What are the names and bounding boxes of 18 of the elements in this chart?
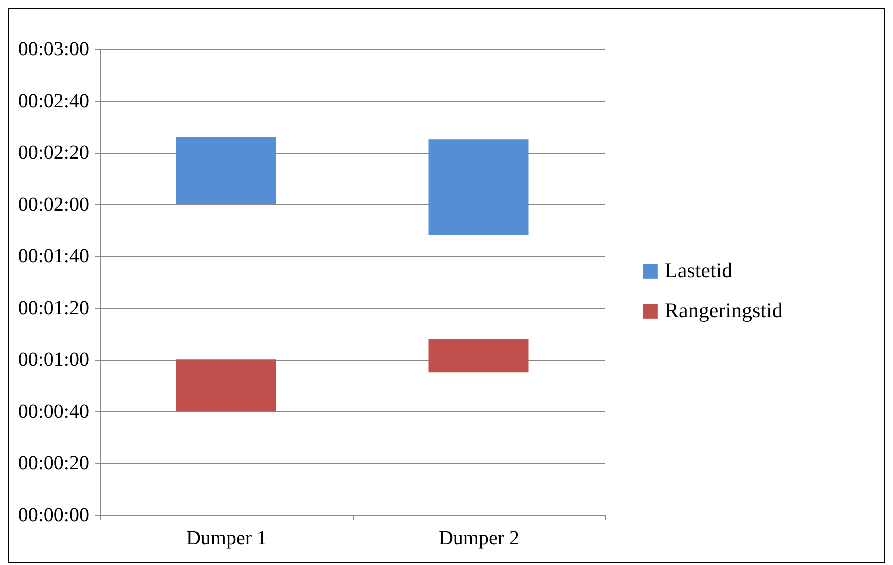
y-tick-label: 00:00:20 — [18, 452, 90, 475]
y-tick-label: 00:03:00 — [18, 38, 90, 60]
bar — [176, 360, 276, 412]
y-tick-label: 00:00:00 — [18, 504, 90, 526]
y-tick-label: 00:01:20 — [18, 297, 90, 320]
y-tick-label: 00:02:20 — [18, 142, 90, 164]
bar — [176, 137, 276, 204]
y-tick-label: 00:01:40 — [18, 246, 90, 268]
x-tick-label: Dumper 1 — [186, 528, 268, 550]
y-tick-label: 00:02:00 — [18, 194, 90, 216]
x-tick-label: Dumper 2 — [438, 528, 520, 550]
bar — [428, 338, 529, 373]
bar — [428, 140, 529, 236]
y-tick-label: 00:02:40 — [18, 90, 90, 112]
y-tick-label: 00:00:40 — [18, 400, 90, 423]
y-tick-label: 00:01:00 — [18, 349, 90, 372]
legend-label: Rangeringstid — [665, 298, 784, 322]
legend-label: Lastetid — [665, 258, 734, 282]
